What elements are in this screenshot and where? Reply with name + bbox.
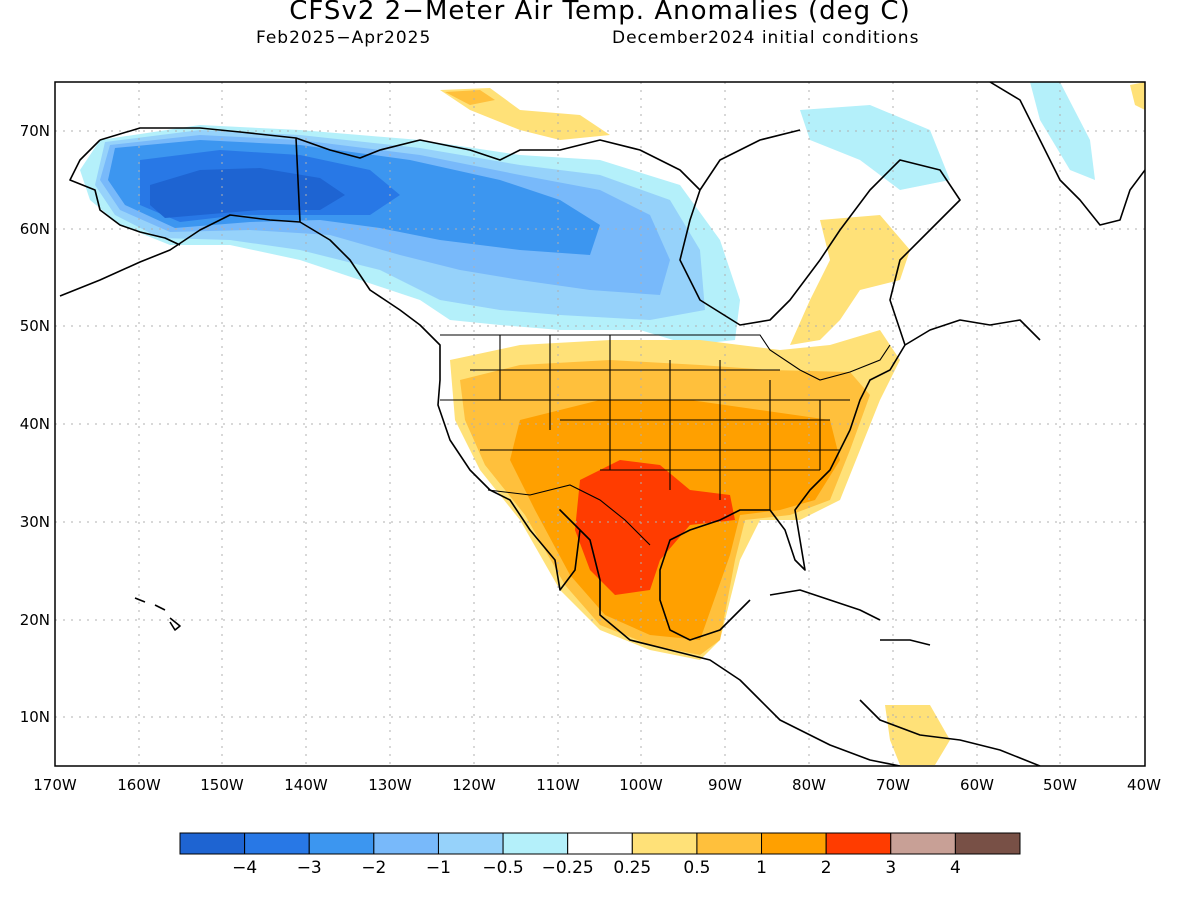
colorbar-label: 0.25 [613, 858, 651, 878]
colorbar-label: −3 [297, 858, 322, 878]
colorbar-swatch [308, 832, 375, 855]
lat-label-20n: 20N [20, 611, 50, 629]
lon-label-40w: 40W [1127, 776, 1161, 794]
anomaly-region-greenland-warm [1130, 82, 1145, 110]
anomaly-region-quebec-warm [790, 215, 910, 345]
border-us-canada [440, 334, 891, 381]
colorbar-swatch [954, 832, 1021, 855]
initial-conditions: December2024 initial conditions [612, 28, 920, 48]
colorbar-label: 2 [821, 858, 832, 878]
lon-label-90w: 90W [708, 776, 742, 794]
colorbar-swatch [244, 832, 310, 855]
anomaly-region-caribbean-warm [885, 705, 950, 765]
anomaly-region-hot [575, 460, 735, 595]
colorbar-label: 3 [885, 858, 896, 878]
lon-label-70w: 70W [876, 776, 910, 794]
colorbar-swatch [761, 832, 827, 855]
colorbar-swatch [437, 832, 504, 855]
colorbar-swatch [696, 832, 763, 855]
colorbar-swatch [631, 832, 698, 855]
lon-label-50w: 50W [1043, 776, 1077, 794]
lat-label-60n: 60N [20, 220, 50, 238]
colorbar-swatch [179, 832, 246, 855]
colorbar-label: −0.25 [542, 858, 594, 878]
coastlines [59, 82, 1145, 766]
lat-label-10n: 10N [20, 708, 50, 726]
anomaly-region-coldest [150, 168, 345, 218]
anomaly-region-greenland-cool [1030, 82, 1095, 180]
anomaly-region-arctic-warm-2 [445, 90, 495, 105]
forecast-period: Feb2025−Apr2025 [256, 28, 432, 48]
lon-label-60w: 60W [960, 776, 994, 794]
anomaly-region-baffin-cool [800, 105, 950, 190]
coastline-caribbean [769, 589, 1041, 766]
grid-lines [55, 82, 1145, 766]
lon-label-110w: 110W [536, 776, 580, 794]
lat-axis: 70N 60N 50N 40N 30N 20N 10N [20, 122, 50, 726]
lon-label-130w: 130W [368, 776, 412, 794]
lat-label-50n: 50N [20, 317, 50, 335]
colorbar-swatch [825, 832, 892, 855]
border-states [440, 335, 850, 510]
colorbar-label: 4 [950, 858, 961, 878]
coastline-greenland [989, 82, 1145, 226]
lat-label-30n: 30N [20, 513, 50, 531]
colorbar-label: 1 [756, 858, 767, 878]
lat-label-40n: 40N [20, 415, 50, 433]
coastline-pacific [59, 127, 901, 766]
lon-axis: 170W 160W 150W 140W 130W 120W 110W 100W … [33, 776, 1161, 794]
lon-label-100w: 100W [619, 776, 663, 794]
lon-label-80w: 80W [792, 776, 826, 794]
colorbar-label: −0.5 [482, 858, 523, 878]
colorbar-label: −1 [426, 858, 451, 878]
map-area [55, 82, 1145, 766]
colorbar-swatch [502, 832, 569, 855]
border-us-mexico [487, 484, 651, 546]
colorbar-swatch [373, 832, 439, 855]
colorbar-label: −2 [361, 858, 386, 878]
political-borders [440, 334, 891, 546]
lon-label-170w: 170W [33, 776, 77, 794]
lon-label-140w: 140W [284, 776, 328, 794]
lon-label-160w: 160W [117, 776, 161, 794]
map-frame [54, 81, 1146, 767]
colorbar-swatch [567, 832, 633, 855]
lon-label-150w: 150W [200, 776, 244, 794]
lat-label-70n: 70N [20, 122, 50, 140]
colorbar-label: 0.5 [683, 858, 710, 878]
colorbar-label: −4 [232, 858, 257, 878]
colorbar-swatch [890, 832, 956, 855]
anomaly-shading [80, 82, 1145, 765]
coastline-hawaii [134, 597, 181, 631]
coastline-atlantic [659, 129, 1041, 641]
chart-title: CFSv2 2−Meter Air Temp. Anomalies (deg C… [289, 0, 911, 26]
lon-label-120w: 120W [452, 776, 496, 794]
colorbar: −4 −3 −2 −1 −0.5 −0.25 0.25 0.5 1 2 3 4 [179, 832, 1021, 878]
